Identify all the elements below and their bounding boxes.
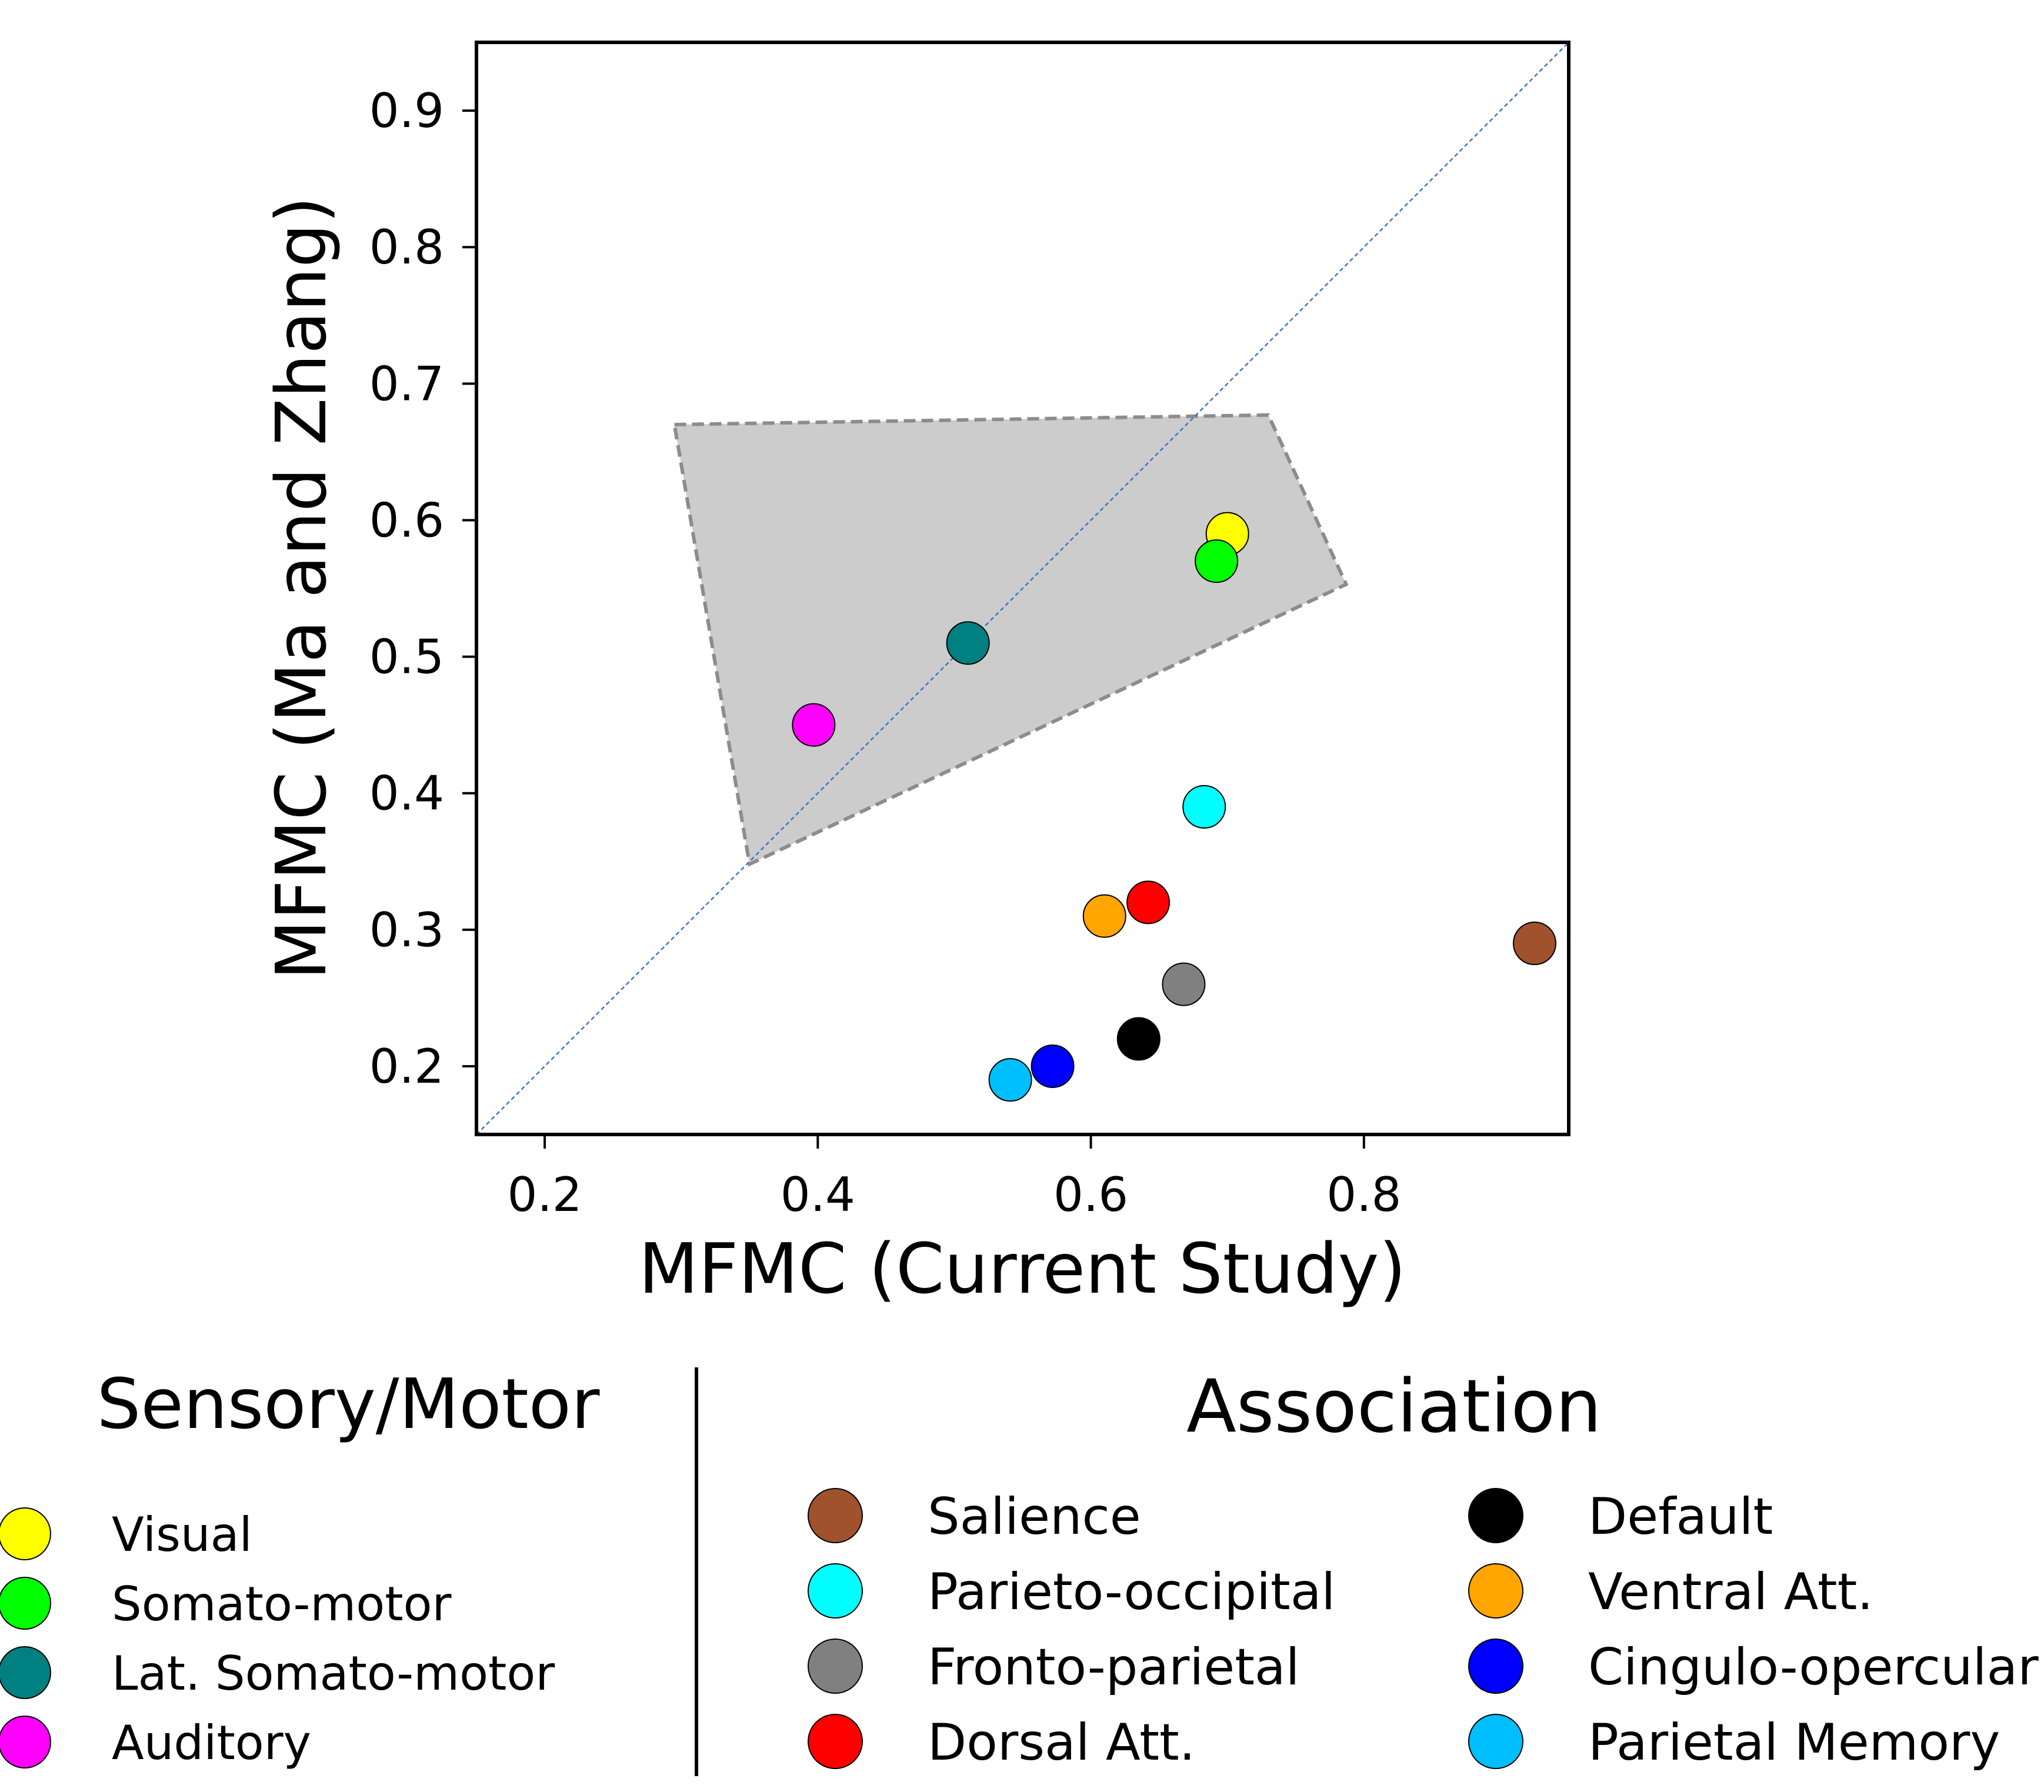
legend-label: Dorsal Att. — [928, 1713, 1195, 1772]
y-tick-label: 0.7 — [369, 356, 444, 411]
x-axis-label: MFMC (Current Study) — [639, 1228, 1406, 1309]
x-tick-label: 0.8 — [1326, 1167, 1401, 1222]
legend-marker — [1468, 1714, 1523, 1769]
data-point — [1162, 962, 1206, 1006]
x-tick-label: 0.6 — [1053, 1167, 1128, 1222]
y-tick-label: 0.9 — [369, 84, 444, 138]
y-tick-label: 0.3 — [369, 903, 444, 957]
legend-marker — [1468, 1563, 1523, 1619]
legend-marker — [808, 1639, 863, 1694]
legend-label: Salience — [928, 1487, 1141, 1546]
y-tick-label: 0.5 — [369, 630, 444, 685]
legend-label: Ventral Att. — [1588, 1563, 1873, 1621]
legend-label: Parietal Memory — [1588, 1713, 2000, 1772]
legend-marker — [1468, 1488, 1523, 1543]
legend-label: Visual — [112, 1507, 252, 1562]
y-tick-label: 0.4 — [369, 766, 444, 821]
data-point — [1182, 785, 1226, 829]
plot-frame — [475, 41, 1570, 1136]
legend-label: Parieto-occipital — [928, 1563, 1335, 1621]
legend-marker — [808, 1488, 863, 1543]
legend-label: Cingulo-opercular — [1588, 1638, 2039, 1697]
data-point — [988, 1058, 1032, 1102]
highlight-region — [672, 413, 1349, 867]
legend-title-association: Association — [1186, 1364, 1602, 1449]
data-point — [1031, 1044, 1075, 1088]
y-tick-label: 0.6 — [369, 493, 444, 548]
data-point — [946, 621, 990, 665]
legend-label: Fronto-parietal — [928, 1638, 1300, 1697]
legend-marker — [0, 1507, 51, 1560]
plot-area: 0.2 0.4 0.6 0.8 0.2 0.3 0.4 0.5 0.6 0.7 0.8 0.9 — [369, 42, 1569, 1222]
legend-label: Lat. Somato-motor — [112, 1646, 555, 1701]
x-tick-label: 0.2 — [507, 1167, 582, 1222]
legend-marker — [808, 1563, 863, 1619]
data-point — [1195, 539, 1239, 583]
data-point — [1512, 922, 1556, 966]
x-tick-label: 0.4 — [781, 1167, 855, 1222]
legend-marker — [1468, 1639, 1523, 1694]
legend: Visual Somato-motor Lat. Somato-motor Audit… — [0, 1487, 2039, 1772]
data-point — [792, 703, 836, 747]
legend-label: Auditory — [112, 1716, 311, 1770]
y-tick-label: 0.8 — [369, 220, 444, 275]
y-axis-label: MFMC (Ma and Zhang) — [261, 196, 342, 980]
legend-marker — [808, 1714, 863, 1769]
legend-marker — [0, 1577, 51, 1630]
legend-marker — [0, 1646, 51, 1699]
y-tick-label: 0.2 — [369, 1039, 444, 1094]
data-point — [1116, 1017, 1161, 1061]
identity-line — [476, 42, 1569, 1135]
legend-title-sensory-motor: Sensory/Motor — [96, 1363, 600, 1444]
data-point — [1082, 894, 1126, 938]
data-point — [1126, 880, 1171, 925]
legend-marker — [0, 1716, 51, 1768]
legend-label: Default — [1588, 1487, 1773, 1546]
legend-label: Somato-motor — [112, 1577, 452, 1631]
